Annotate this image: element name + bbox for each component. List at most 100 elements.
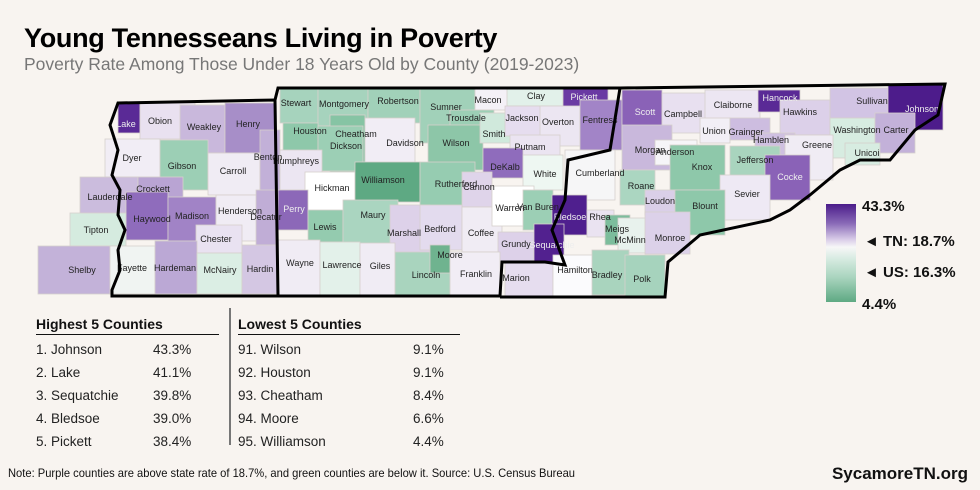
county-label: Hamblen <box>753 135 789 145</box>
county-label: Perry <box>283 204 305 214</box>
county-label: Rhea <box>589 212 611 222</box>
county-grundy <box>497 231 535 263</box>
county-label: Giles <box>370 261 391 271</box>
county-rank-name: 94. Moore <box>238 411 299 426</box>
poverty-rate-value: 43.3% <box>153 342 192 357</box>
county-rank-name: 93. Cheatham <box>238 388 323 403</box>
county-label: Greene <box>802 140 832 150</box>
county-label: Grundy <box>501 239 531 249</box>
poverty-rate-value: 9.1% <box>413 365 444 380</box>
county-label: Blount <box>692 201 718 211</box>
county-label: Dickson <box>330 141 362 151</box>
county-label: Obion <box>148 116 172 126</box>
county-label: Sequatchie <box>529 240 574 250</box>
county-label: Maury <box>360 210 386 220</box>
county-label: Decatur <box>250 212 282 222</box>
county-label: Weakley <box>187 122 222 132</box>
county-label: Haywood <box>133 214 171 224</box>
county-label: Van Buren <box>517 202 559 212</box>
county-label: Carroll <box>220 166 247 176</box>
county-hamilton <box>552 254 596 298</box>
poverty-rate-value: 8.4% <box>413 388 444 403</box>
poverty-rate-value: 41.1% <box>153 365 192 380</box>
table-row: 1. Johnson 43.3% <box>36 338 219 361</box>
county-label: Sullivan <box>856 96 888 106</box>
table-row: 3. Sequatchie 39.8% <box>36 384 219 407</box>
county-label: Union <box>702 126 726 136</box>
county-label: Smith <box>482 129 505 139</box>
county-label: Overton <box>542 117 574 127</box>
county-houston <box>282 122 319 154</box>
county-label: Lincoln <box>412 270 441 280</box>
county-label: Pickett <box>570 92 598 102</box>
legend-color-scale <box>826 204 856 302</box>
county-label: Bledsoe <box>554 212 587 222</box>
county-label: Lawrence <box>322 260 361 270</box>
county-label: Marion <box>502 273 530 283</box>
county-label: Houston <box>293 126 327 136</box>
county-rank-name: 3. Sequatchie <box>36 388 119 403</box>
table-row: 93. Cheatham 8.4% <box>238 384 460 407</box>
county-label: Shelby <box>68 265 96 275</box>
county-label: Stewart <box>281 98 312 108</box>
county-label: Cocke <box>777 172 803 182</box>
county-rank-name: 1. Johnson <box>36 342 103 357</box>
county-polk <box>624 254 666 298</box>
poverty-rate-value: 39.0% <box>153 411 192 426</box>
poverty-rate-value: 4.4% <box>413 434 444 449</box>
county-label: Unicoi <box>854 148 879 158</box>
east-tennessee-border <box>500 82 947 299</box>
county-giles <box>359 242 396 297</box>
county-label: Claiborne <box>714 100 753 110</box>
county-claiborne <box>704 89 761 121</box>
table-divider <box>229 308 231 445</box>
county-label: Polk <box>633 274 651 284</box>
county-label: Loudon <box>645 196 675 206</box>
county-label: Bradley <box>592 270 623 280</box>
county-sevier <box>719 174 771 221</box>
county-robertson <box>367 87 421 124</box>
county-perry <box>277 189 309 231</box>
legend-max-label: 43.3% <box>862 198 905 215</box>
county-label: Hawkins <box>783 107 818 117</box>
county-label: Cumberland <box>575 168 624 178</box>
county-label: Lewis <box>313 222 337 232</box>
county-label: Scott <box>635 107 656 117</box>
poverty-rate-value: 9.1% <box>413 342 444 357</box>
poverty-rate-value: 38.4% <box>153 434 192 449</box>
county-label: McMinn <box>614 235 646 245</box>
lowest-counties-table: Lowest 5 Counties 91. Wilson 9.1% 92. Hous… <box>238 316 460 453</box>
county-label: Montgomery <box>319 99 370 109</box>
county-layer <box>37 84 944 298</box>
county-label: Meigs <box>605 224 630 234</box>
county-label: Sevier <box>734 189 760 199</box>
county-label: Lake <box>116 119 136 129</box>
county-label: Williamson <box>361 175 405 185</box>
county-rank-name: 4. Bledsoe <box>36 411 100 426</box>
county-haywood <box>125 191 169 241</box>
county-rank-name: 5. Pickett <box>36 434 92 449</box>
county-franklin <box>449 251 501 297</box>
county-label: Marshall <box>387 228 421 238</box>
tennessee-county-map: Lake Obion Weakley Henry Dyer Gibson Carroll Be… <box>0 80 980 310</box>
county-label: Washington <box>833 125 880 135</box>
county-label: Lauderdale <box>87 192 132 202</box>
county-label: Crockett <box>136 184 170 194</box>
county-label: Coffee <box>468 228 494 238</box>
highest-table-heading: Highest 5 Counties <box>36 316 219 335</box>
county-label: Rutherford <box>435 179 478 189</box>
county-label: Jackson <box>505 113 538 123</box>
county-hawkins <box>779 99 831 136</box>
county-shelby <box>37 245 111 295</box>
highest-counties-table: Highest 5 Counties 1. Johnson 43.3% 2. Lak… <box>36 316 219 453</box>
county-label: Jefferson <box>737 155 774 165</box>
county-label: Gibson <box>168 161 197 171</box>
county-williamson <box>354 161 421 203</box>
county-marion <box>504 261 554 298</box>
county-knox <box>669 144 726 191</box>
county-monroe <box>644 211 691 255</box>
county-map-svg: Lake Obion Weakley Henry Dyer Gibson Carroll Be… <box>37 82 947 299</box>
poverty-rate-value: 6.6% <box>413 411 444 426</box>
county-label: Bedford <box>424 224 456 234</box>
county-bradley <box>591 249 630 296</box>
